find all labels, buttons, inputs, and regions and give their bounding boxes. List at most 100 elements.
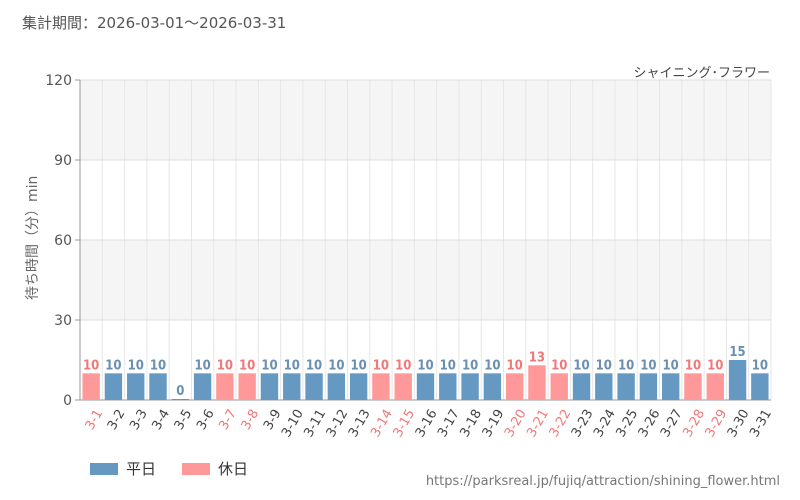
- legend-item-holiday: 休日: [182, 458, 248, 479]
- value-label: 10: [284, 358, 300, 373]
- source-url[interactable]: https://parksreal.jp/fujiq/attraction/sh…: [425, 474, 780, 489]
- legend-swatch-weekday: [90, 462, 118, 475]
- value-label: 13: [529, 350, 545, 365]
- x-tick-label: 3-2: [105, 407, 129, 433]
- bar: [728, 360, 747, 400]
- value-label: 10: [417, 358, 433, 373]
- x-tick-label: 3-6: [194, 407, 218, 433]
- y-tick-label: 0: [63, 393, 72, 409]
- plot-band: [80, 80, 771, 160]
- bar: [127, 373, 145, 400]
- value-label: 10: [440, 358, 456, 373]
- bar: [595, 373, 613, 400]
- bar: [461, 373, 479, 400]
- bar: [171, 399, 189, 400]
- bar: [327, 373, 346, 400]
- x-tick-label: 3-13: [346, 407, 374, 440]
- bar: [505, 373, 524, 400]
- period-label: 集計期間：2026-03-01～2026-03-31: [22, 14, 287, 32]
- value-label: 15: [729, 345, 745, 360]
- value-label: 10: [484, 358, 500, 373]
- bar: [617, 373, 635, 400]
- bar: [572, 373, 591, 400]
- value-label: 10: [462, 358, 478, 373]
- bar: [751, 373, 769, 400]
- x-tick-label: 3-31: [747, 407, 775, 440]
- x-tick-label: 3-19: [480, 407, 508, 440]
- bar: [550, 373, 568, 400]
- value-label: 10: [350, 358, 366, 373]
- legend-label-weekday: 平日: [126, 460, 157, 478]
- bar: [639, 373, 658, 400]
- bar: [528, 365, 546, 400]
- x-tick-label: 3-23: [569, 407, 597, 440]
- value-label: 10: [596, 358, 612, 373]
- value-label: 10: [618, 358, 634, 373]
- x-tick-label: 3-30: [725, 407, 753, 440]
- x-tick-label: 3-8: [239, 407, 263, 433]
- x-tick-label: 3-12: [324, 407, 352, 440]
- x-tick-label: 3-18: [457, 407, 485, 440]
- x-tick-label: 3-11: [301, 407, 329, 440]
- value-label: 10: [507, 358, 523, 373]
- attraction-name: シャイニング･フラワー: [633, 66, 770, 81]
- bar: [82, 373, 100, 400]
- value-label: 10: [373, 358, 389, 373]
- x-tick-label: 3-4: [149, 407, 173, 433]
- x-tick-label: 3-16: [413, 407, 441, 440]
- value-label: 10: [752, 358, 768, 373]
- value-label: 10: [685, 358, 701, 373]
- x-tick-label: 3-25: [613, 407, 641, 440]
- x-tick-label: 3-26: [636, 407, 664, 440]
- plot-band: [80, 240, 771, 320]
- bar: [706, 373, 724, 400]
- bar: [439, 373, 457, 400]
- value-label: 10: [551, 358, 567, 373]
- bar: [260, 373, 279, 400]
- x-tick-label: 3-5: [172, 407, 196, 433]
- x-tick-label: 3-3: [127, 407, 151, 433]
- x-tick-label: 3-7: [216, 407, 240, 433]
- bar: [149, 373, 167, 400]
- bar: [416, 373, 435, 400]
- x-tick-label: 3-27: [658, 407, 686, 440]
- y-tick-label: 120: [45, 73, 72, 89]
- legend-swatch-holiday: [182, 462, 211, 475]
- legend: 平日 休日: [90, 458, 248, 479]
- x-tick-label: 3-10: [279, 407, 307, 440]
- x-tick-label: 3-14: [368, 407, 396, 440]
- bar: [305, 373, 323, 400]
- y-tick-label: 30: [54, 313, 72, 329]
- legend-label-holiday: 休日: [218, 460, 249, 478]
- value-label: 10: [328, 358, 344, 373]
- x-tick-label: 3-24: [591, 407, 619, 440]
- value-label: 0: [176, 384, 184, 399]
- bar: [349, 373, 368, 400]
- value-label: 10: [128, 358, 144, 373]
- x-tick-label: 3-15: [391, 407, 419, 440]
- bar: [216, 373, 234, 400]
- x-tick-label: 3-29: [703, 407, 731, 440]
- x-tick-label: 3-1: [83, 407, 107, 433]
- x-tick-label: 3-21: [524, 407, 552, 440]
- bar: [238, 373, 256, 400]
- value-label: 10: [573, 358, 589, 373]
- legend-item-weekday: 平日: [90, 458, 156, 479]
- bar: [394, 373, 412, 400]
- bar: [283, 373, 301, 400]
- bar: [372, 373, 390, 400]
- value-label: 10: [663, 358, 679, 373]
- value-label: 10: [239, 358, 255, 373]
- value-label: 10: [150, 358, 166, 373]
- value-label: 10: [105, 358, 121, 373]
- value-label: 10: [395, 358, 411, 373]
- bar: [483, 373, 502, 400]
- value-label: 10: [640, 358, 656, 373]
- value-label: 10: [306, 358, 322, 373]
- value-label: 10: [261, 358, 277, 373]
- value-label: 10: [194, 358, 210, 373]
- x-tick-label: 3-22: [547, 407, 575, 440]
- x-tick-label: 3-17: [435, 407, 463, 440]
- bar: [104, 373, 123, 400]
